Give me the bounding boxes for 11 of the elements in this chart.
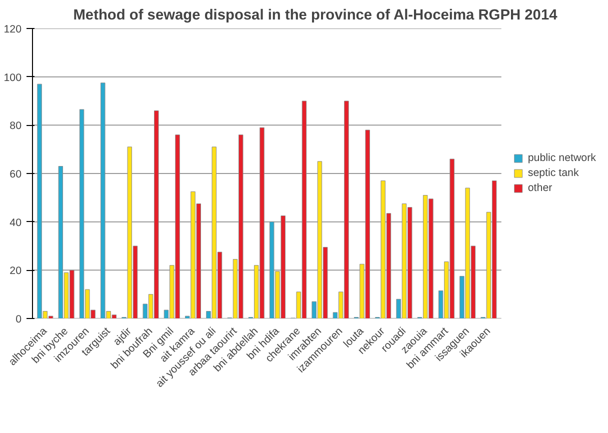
legend-label: septic tank — [528, 167, 579, 179]
legend-label: public network — [528, 152, 596, 164]
chart-title: Method of sewage disposal in the province of Al-Hoceima RGPH 2014 — [73, 8, 558, 24]
y-tick-label: 40 — [10, 216, 22, 229]
y-tick-label: 100 — [4, 72, 22, 84]
legend-label: other — [528, 182, 552, 194]
y-tick-label: 80 — [10, 120, 22, 132]
y-tick-label: 20 — [10, 265, 22, 278]
y-tick-label: 120 — [4, 24, 22, 36]
y-tick-label: 0 — [16, 314, 22, 326]
y-tick-label: 60 — [10, 168, 22, 180]
